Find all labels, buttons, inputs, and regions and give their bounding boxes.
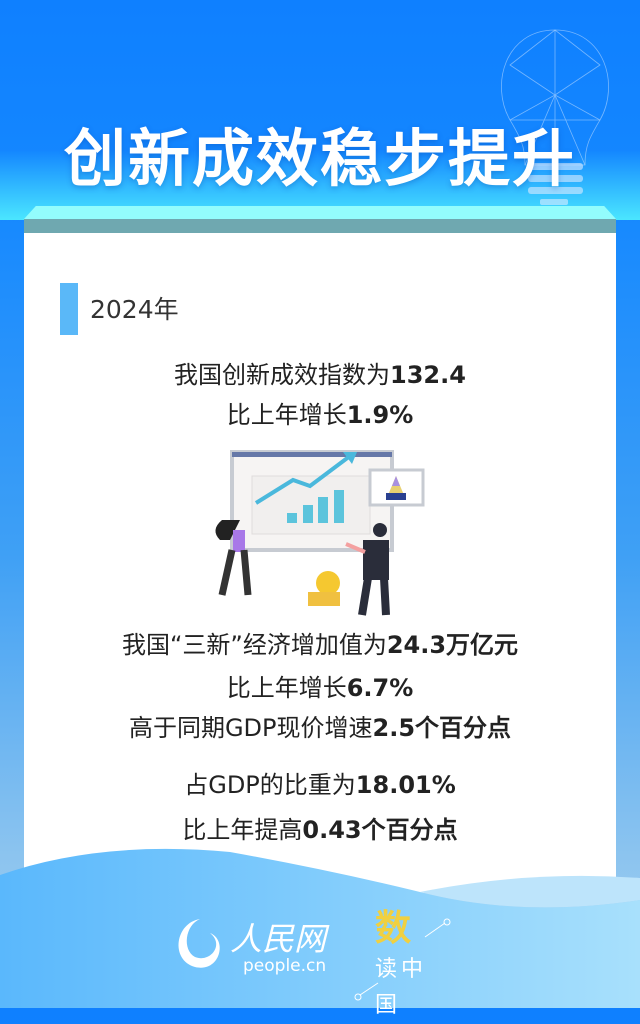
stat-text: 比上年提高 [182,816,303,844]
stat-line: 占GDP的比重为18.01% [0,765,640,800]
site-url: people.cn [243,956,327,976]
stat-line: 我国创新成效指数为132.4 [0,355,640,390]
content-card [24,233,616,893]
stat-line: 我国“三新”经济增加值为24.3万亿元 [0,625,640,660]
stat-line: 比上年增长1.9% [0,395,640,430]
bottom-wave [0,848,640,1008]
stat-value: 2.5个百分点 [372,714,512,742]
platform-top [24,206,616,219]
business-chart-illustration [215,450,425,616]
brand-logo-text: 数读中国 [375,907,428,1018]
stat-value: 1.9% [346,401,414,429]
stat-text: 我国创新成效指数为 [174,361,391,389]
stat-line: 高于同期GDP现价增速2.5个百分点 [0,708,640,743]
stat-text: 高于同期GDP现价增速 [128,714,373,742]
stat-line: 比上年增长6.7% [0,668,640,703]
stat-value: 18.01% [355,771,456,799]
page-title: 创新成效稳步提升 [63,122,576,195]
people-logo-icon [178,919,220,968]
platform-edge [24,219,616,233]
stat-line: 比上年提高0.43个百分点 [0,810,640,845]
stat-text: 占GDP的比重为 [184,771,356,799]
stat-text: 比上年增长 [226,401,347,429]
year-label: 2024年 [90,295,179,324]
stat-text: 比上年增长 [226,674,347,702]
stat-value: 132.4 [390,361,466,389]
logo-text: 人民网 [230,920,330,958]
footer-logo: 人民网 [178,918,451,1001]
stat-value: 6.7% [346,674,414,702]
accent-bar [60,283,78,335]
stat-text: 我国“三新”经济增加值为 [121,631,387,659]
lightbulb-icon [501,29,609,205]
stat-value: 24.3万亿元 [386,631,519,659]
stat-value: 0.43个百分点 [302,816,458,844]
